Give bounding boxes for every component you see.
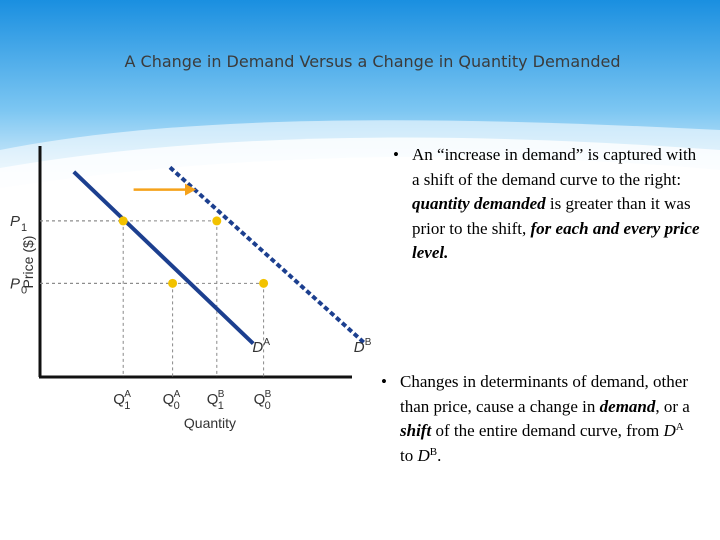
equilibrium-point-0: [118, 216, 128, 226]
header-background: [0, 0, 720, 200]
quantity-label-3-sub: 0: [265, 400, 271, 412]
demand-curve-label-b-base: D: [354, 339, 365, 356]
bullet-marker: •: [393, 145, 399, 164]
quantity-label-1-base: Q: [163, 391, 175, 408]
demand-curve-a: [72, 170, 255, 345]
quantity-label-2-base: Q: [207, 391, 219, 408]
bullet-text-part: B: [429, 445, 438, 458]
bullet-text-part: to: [400, 445, 418, 465]
quantity-label-2-sub: 1: [218, 400, 224, 412]
equilibrium-point-2: [212, 216, 222, 226]
bullet-text-part: is greater than it was prior to the shif…: [412, 194, 691, 238]
bullet-text-part: D: [663, 421, 676, 440]
price-label-p1-sub: 1: [21, 222, 27, 234]
bullet-text-part: D: [417, 445, 430, 465]
x-axis-title: Quantity: [184, 415, 236, 431]
bullet-determinants-of-demand: • Changes in determinants of demand, othe…: [381, 370, 700, 468]
bullet-text-part: shift: [400, 421, 432, 440]
price-label-p0-base: P: [10, 275, 20, 292]
price-label-p1-base: P: [10, 213, 20, 230]
quantity-label-0-base: Q: [113, 391, 125, 408]
shift-arrow-head: [185, 183, 196, 196]
equilibrium-point-1: [168, 278, 178, 288]
price-label-p0-sub: 0: [21, 284, 27, 296]
bullet-text-part: , or a: [655, 396, 690, 416]
quantity-label-0-sup: A: [124, 389, 131, 400]
bullet-increase-in-demand: • An “increase in demand” is captured wit…: [393, 143, 702, 266]
bullet-text-part: .: [437, 445, 442, 465]
bullet-text-part: of the entire demand curve, from: [431, 421, 664, 440]
bullet-text-part: A: [675, 421, 684, 433]
slide-title: A Change in Demand Versus a Change in Qu…: [124, 52, 621, 71]
quantity-label-3-base: Q: [254, 391, 266, 408]
quantity-label-0: Q A1: [113, 389, 131, 412]
quantity-label-1-sup: A: [174, 389, 181, 400]
demand-curve-label-b-sup: B: [365, 337, 372, 348]
quantity-label-3: Q B0: [254, 389, 272, 412]
quantity-label-0-sub: 1: [124, 400, 130, 412]
y-axis-title: Price ($): [20, 236, 36, 289]
equilibrium-point-3: [259, 278, 269, 288]
quantity-label-1-sub: 0: [174, 400, 180, 412]
demand-curve-b: [168, 165, 367, 346]
quantity-label-2-sup: B: [218, 389, 225, 400]
bullet-text-part: demand: [599, 396, 656, 416]
bullet-marker: •: [381, 372, 387, 391]
demand-curve-label-a-base: D: [252, 339, 263, 356]
bullet-text-part: for each and every price level.: [412, 218, 700, 263]
bullet-text-part: An “increase in demand” is captured with…: [412, 145, 697, 189]
bullet-text-part: Changes in determinants of demand, other…: [400, 372, 688, 416]
quantity-label-3-sup: B: [265, 389, 272, 400]
quantity-label-1: Q A0: [163, 389, 181, 412]
quantity-label-2: Q B1: [207, 389, 225, 412]
bullet-text-part: quantity demanded: [412, 194, 546, 213]
demand-curve-label-a-sup: A: [263, 337, 270, 348]
